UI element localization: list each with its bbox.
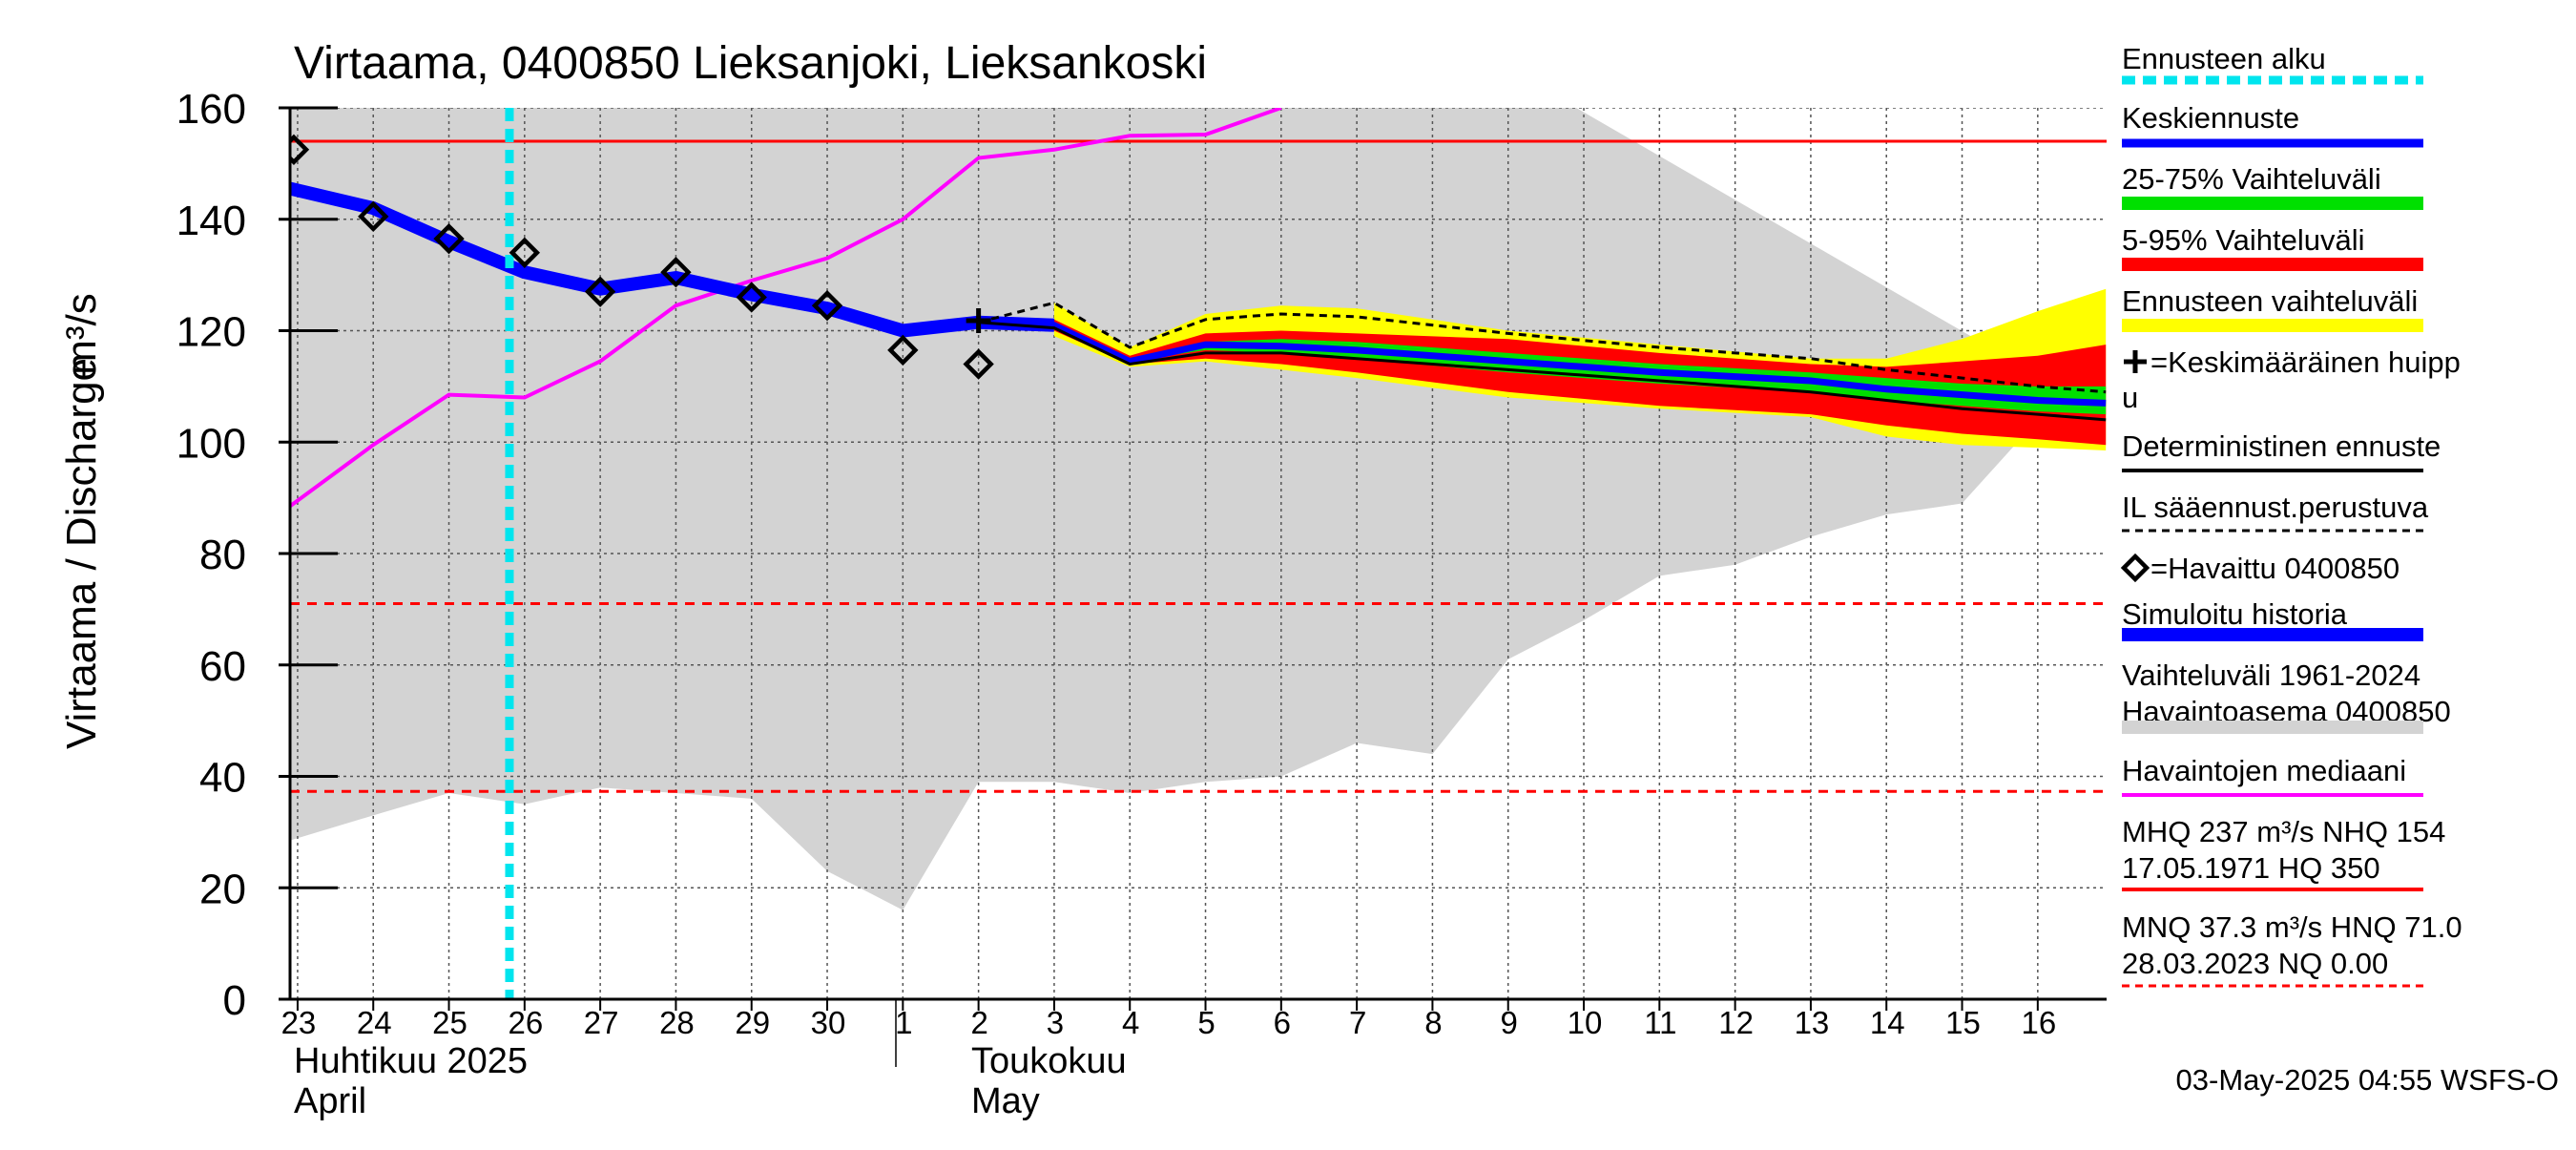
legend-item-label: =Keskimääräinen huipp [2150,345,2461,379]
month-label-en: May [971,1081,1040,1121]
y-axis-unit: m³/s [58,293,105,375]
x-tick-label: 26 [508,1005,543,1040]
legend-item-label: MNQ 37.3 m³/s HNQ 71.0 [2122,910,2462,944]
x-tick-label: 9 [1501,1005,1518,1040]
observed-point [736,282,767,313]
x-tick-label: 28 [659,1005,695,1040]
x-tick-label: 1 [895,1005,912,1040]
chart-title: Virtaama, 0400850 Lieksanjoki, Lieksanko… [294,38,1207,89]
simulated-history-line [290,181,1055,338]
legend-item-label: Deterministinen ennuste [2122,429,2441,463]
observed-point [584,276,616,307]
x-tick-label: 8 [1424,1005,1442,1040]
axes: 0 20 40 60 80 100 120 140 160 Virtaama / Discharg… [58,86,2107,1121]
y-axis-label: Virtaama / Discharge [58,358,105,749]
month-label-fi: Huhtikuu 2025 [294,1041,528,1081]
x-tick-label: 12 [1718,1005,1754,1040]
legend-item-label: 17.05.1971 HQ 350 [2122,851,2380,885]
x-tick-label: 7 [1349,1005,1366,1040]
y-tick-label: 60 [199,643,246,690]
legend-item-label: 28.03.2023 NQ 0.00 [2122,947,2388,980]
legend-item-label: =Havaittu 0400850 [2150,552,2399,585]
y-tick-label: 20 [199,866,246,912]
y-tick-label: 80 [199,532,246,578]
observed-point [290,134,310,165]
legend-item-label: Havaintojen mediaani [2122,754,2406,787]
x-tick-label: 13 [1795,1005,1830,1040]
y-tick-label: 40 [199,755,246,802]
y-tick-label: 160 [177,86,246,133]
x-tick-label: 6 [1274,1005,1291,1040]
month-label-fi: Toukokuu [971,1041,1127,1081]
legend-item-label: MHQ 237 m³/s NHQ 154 [2122,815,2445,848]
x-tick-label: 24 [357,1005,392,1040]
x-tick-label: 4 [1122,1005,1139,1040]
x-tick-label: 15 [1945,1005,1981,1040]
plot-content [290,108,2107,999]
x-tick-label: 25 [432,1005,467,1040]
x-tick-label: 11 [1644,1005,1676,1040]
y-tick-label: 100 [177,420,246,467]
timestamp-footer: 03-May-2025 04:55 WSFS-O [2176,1063,2559,1097]
x-tick-label: 27 [584,1005,619,1040]
observed-point [509,237,541,268]
legend-item-label: Ennusteen vaihteluväli [2122,284,2418,318]
legend-item-label: Vaihteluväli 1961-2024 [2122,659,2420,692]
y-tick-label: 120 [177,309,246,356]
legend-item-label: Keskiennuste [2122,101,2299,135]
deterministic-forecast-line [978,321,2107,422]
x-tick-label: 30 [811,1005,846,1040]
legend-item-label: 25-75% Vaihteluväli [2122,162,2381,196]
month-label-en: April [294,1081,366,1121]
legend-item-label: 5-95% Vaihteluväli [2122,223,2364,257]
legend-item-label: IL sääennust.perustuva [2122,491,2429,524]
observed-median-line [290,108,1282,509]
legend-diamond-marker [2120,553,2150,583]
observed-point [811,290,843,322]
legend-item-label: u [2122,381,2138,414]
observed-point [358,200,389,233]
observed-point [433,222,465,255]
observed-point [963,348,994,380]
x-tick-label: 16 [2021,1005,2056,1040]
x-tick-label: 10 [1568,1005,1603,1040]
mean-peak-marker [966,307,991,333]
x-tick-label: 14 [1870,1005,1905,1040]
y-tick-label: 0 [223,977,246,1024]
il-forecast-line [978,301,2107,394]
legend-item-label: Simuloitu historia [2122,597,2348,631]
historical-range-band [290,108,2107,910]
x-tick-label: 29 [735,1005,770,1040]
legend-item-label: Ennusteen alku [2122,42,2326,75]
x-tick-label: 3 [1047,1005,1064,1040]
mean-forecast-line [978,319,2107,407]
x-tick-label: 23 [281,1005,317,1040]
x-tick-label: 5 [1197,1005,1215,1040]
y-tick-label: 140 [177,198,246,244]
observed-point [660,257,692,288]
x-tick-label: 2 [970,1005,987,1040]
legend-plus-marker [2124,350,2147,373]
plot-area [290,108,2107,999]
observed-point [887,334,919,366]
legend: Ennusteen alku Keskiennuste 25-75% Vaihtel… [2120,42,2462,988]
